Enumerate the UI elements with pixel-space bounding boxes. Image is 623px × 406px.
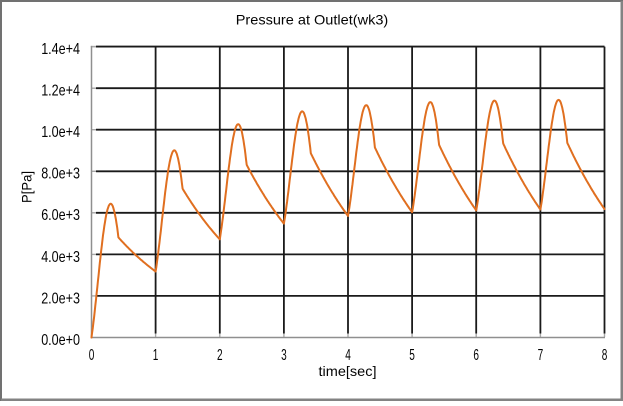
- svg-text:5: 5: [409, 347, 415, 364]
- svg-text:0: 0: [89, 347, 95, 364]
- svg-text:P[Pa]: P[Pa]: [19, 171, 35, 203]
- svg-text:6: 6: [473, 347, 479, 364]
- svg-text:1.2e+4: 1.2e+4: [41, 83, 80, 100]
- svg-text:4.0e+3: 4.0e+3: [41, 249, 80, 266]
- svg-text:2: 2: [217, 347, 223, 364]
- svg-text:Pressure at Outlet(wk3): Pressure at Outlet(wk3): [236, 12, 389, 28]
- svg-text:time[sec]: time[sec]: [319, 363, 377, 379]
- svg-text:3: 3: [281, 347, 287, 364]
- svg-text:1: 1: [153, 347, 159, 364]
- svg-text:2.0e+3: 2.0e+3: [41, 290, 80, 307]
- svg-text:7: 7: [538, 347, 544, 364]
- svg-text:4: 4: [345, 347, 351, 364]
- svg-text:6.0e+3: 6.0e+3: [41, 207, 80, 224]
- svg-text:8.0e+3: 8.0e+3: [41, 166, 80, 183]
- svg-text:8: 8: [602, 347, 608, 364]
- svg-text:0.0e+0: 0.0e+0: [41, 332, 80, 349]
- svg-text:1.4e+4: 1.4e+4: [41, 41, 80, 58]
- svg-text:1.0e+4: 1.0e+4: [41, 124, 80, 141]
